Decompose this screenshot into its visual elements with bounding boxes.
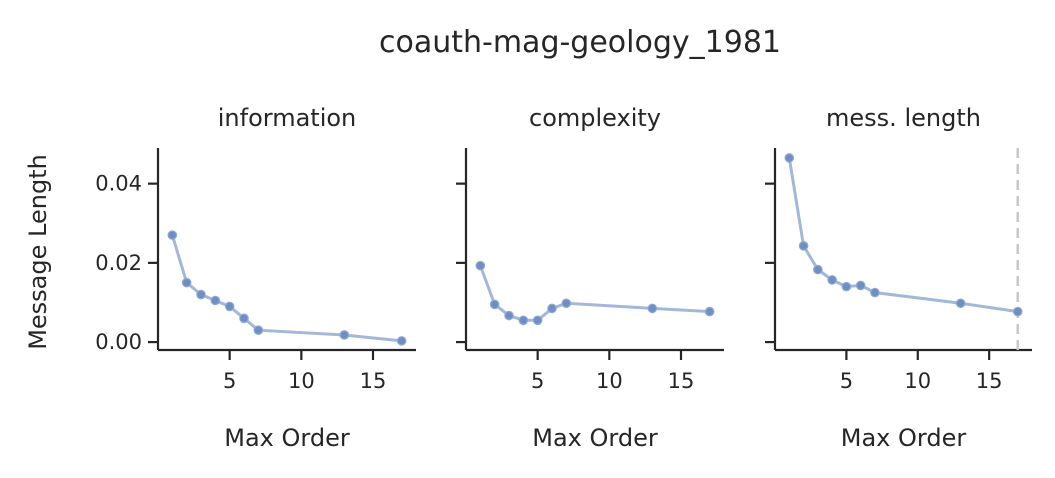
panel-1: information 0.00 0.02 0.04 5 10 15 Max Order Mes… (24, 104, 416, 452)
x-tick-label: 10 (288, 369, 315, 393)
data-point (167, 230, 178, 240)
data-point (784, 153, 795, 163)
data-point (224, 301, 235, 312)
x-tick-label: 15 (668, 369, 695, 393)
data-point (704, 306, 715, 317)
x-axis-title: Max Order (841, 424, 967, 452)
x-tick-label: 5 (531, 369, 544, 393)
panel-2: complexity 5 10 15 Max Order (456, 104, 724, 452)
x-tick-label: 5 (840, 369, 853, 393)
data-point (561, 298, 572, 309)
x-axis-title: Max Order (224, 424, 350, 452)
panel-3: mess. length 5 10 15 Max Order (765, 104, 1032, 452)
data-point (489, 299, 500, 310)
y-tick-label: 0.00 (95, 330, 142, 354)
series-line (478, 265, 710, 322)
data-point (239, 313, 249, 324)
data-point (196, 289, 206, 300)
data-point (798, 241, 809, 251)
data-point (841, 281, 852, 292)
figure-suptitle: coauth-mag-geology_1981 (379, 25, 781, 60)
x-tick-label: 15 (360, 369, 387, 393)
data-point (253, 325, 264, 335)
data-point (181, 277, 192, 288)
x-tick-label: 15 (976, 369, 1003, 393)
data-point (1012, 306, 1023, 317)
y-axis-title: Message Length (24, 154, 52, 350)
data-point (532, 315, 543, 326)
x-tick-label: 5 (223, 369, 236, 393)
data-point (396, 336, 407, 346)
panels: information 0.00 0.02 0.04 5 10 15 Max Order Mes… (24, 104, 1032, 452)
series-line (170, 234, 402, 343)
data-point (475, 260, 486, 271)
data-point (813, 264, 823, 275)
x-axis-title: Max Order (532, 424, 658, 452)
data-point (504, 310, 514, 321)
data-point (210, 295, 221, 306)
data-point (827, 275, 837, 285)
data-point (339, 330, 350, 340)
data-point (855, 280, 866, 291)
data-point (955, 298, 966, 309)
data-point (547, 303, 557, 314)
panel-title: mess. length (826, 104, 981, 132)
panel-title: complexity (529, 104, 661, 132)
y-tick-label: 0.02 (95, 251, 142, 275)
data-point (647, 303, 658, 314)
panel-title: information (218, 104, 357, 132)
data-point (518, 315, 529, 326)
x-tick-label: 10 (904, 369, 931, 393)
x-tick-label: 10 (596, 369, 623, 393)
y-tick-label: 0.04 (95, 172, 142, 196)
series-line (787, 157, 1018, 314)
data-point (870, 287, 880, 298)
